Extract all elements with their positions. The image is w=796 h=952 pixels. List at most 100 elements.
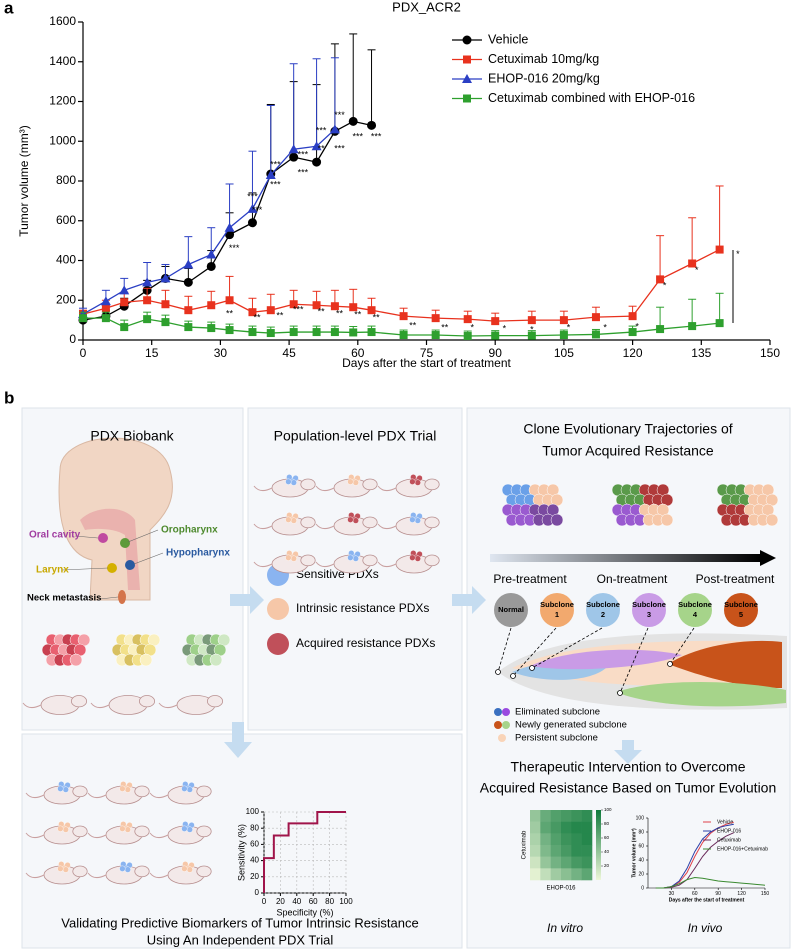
- mouse-head: [300, 478, 316, 491]
- clone-cell: [765, 513, 779, 527]
- mouse-head: [196, 825, 212, 838]
- data-point: [462, 74, 472, 83]
- error-bar: [330, 57, 339, 130]
- data-point: [329, 124, 340, 134]
- clone-circle: [540, 593, 574, 627]
- heatmap-cell: [540, 833, 551, 846]
- data-point: [399, 312, 408, 321]
- x-tick-label: 60: [309, 897, 318, 906]
- y-tick-label: 200: [56, 292, 76, 306]
- y-tick-label: 100: [636, 815, 645, 821]
- y-tick-label: 60: [638, 843, 644, 849]
- mouse-tail: [87, 792, 107, 799]
- legend-label: Cetuximab combined with EHOP-016: [488, 91, 695, 105]
- mouse-head: [134, 865, 150, 878]
- legend-label: Persistent subclone: [515, 733, 598, 744]
- x-tick-label: 0: [262, 897, 267, 906]
- mouse-head: [134, 825, 150, 838]
- error-bar: [266, 104, 275, 176]
- heatmap-cell: [530, 868, 541, 881]
- heatmap-cell: [561, 856, 572, 869]
- data-point: [628, 328, 637, 337]
- data-point: [311, 141, 322, 151]
- series-line: [655, 876, 766, 889]
- heatmap-cell: [550, 868, 562, 881]
- data-point: [143, 296, 152, 305]
- data-point: [266, 306, 275, 315]
- chart-title: PDX_ACR2: [392, 0, 461, 14]
- data-point: [591, 330, 600, 339]
- data-point: [120, 298, 129, 307]
- clone-label: Normal: [498, 605, 524, 614]
- mouse-tail: [253, 561, 273, 568]
- data-point: [265, 170, 276, 180]
- series-line: [82, 248, 720, 322]
- mouse-tumor: [347, 516, 354, 523]
- error-bar: [349, 33, 358, 122]
- mouse-tail: [315, 523, 335, 530]
- y-axis-label: Tumor volume (mm³): [17, 125, 31, 237]
- anatomy-label: Oral cavity: [29, 530, 81, 541]
- clone-label: 2: [601, 610, 605, 619]
- clone-label: 4: [693, 610, 698, 619]
- data-point: [312, 157, 322, 167]
- heatmap-cell: [581, 833, 593, 846]
- data-point: [225, 230, 235, 240]
- data-point: [367, 328, 376, 337]
- clone-label: 3: [647, 610, 651, 619]
- mouse: [315, 474, 378, 498]
- legend-label: EHOP-016 20mg/kg: [488, 71, 600, 85]
- mouse: [149, 861, 212, 885]
- tissue-cell: [209, 653, 223, 667]
- significance-label: ***: [247, 191, 258, 201]
- mouse-tumor: [285, 554, 292, 561]
- heatmap-cell: [550, 810, 562, 822]
- mouse-tail: [149, 792, 169, 799]
- heatmap-cell: [571, 856, 582, 869]
- mouse-tumor: [124, 826, 131, 833]
- heatmap-cell: [571, 868, 582, 881]
- x-tick-label: 150: [760, 346, 780, 360]
- data-point: [183, 259, 194, 269]
- clone-label: Subclone: [586, 600, 620, 609]
- y-tick-label: 800: [56, 173, 76, 187]
- fish-plot: [495, 627, 787, 710]
- mouse-head: [196, 865, 212, 878]
- mouse-tail: [315, 485, 335, 492]
- data-point: [248, 308, 257, 317]
- data-point: [207, 324, 216, 333]
- error-bar: [289, 63, 298, 150]
- heatmap-cell: [530, 845, 541, 857]
- heatmap-cell: [561, 845, 572, 857]
- mouse: [87, 821, 150, 845]
- x-axis-label: Specificity (%): [276, 907, 333, 917]
- legend-label: EHOP-016+Cetuximab: [717, 846, 768, 852]
- panel-label: b: [4, 388, 14, 407]
- mouse-head: [362, 516, 378, 529]
- data-point: [330, 328, 339, 337]
- mouse: [158, 695, 223, 715]
- x-tick-label: 80: [325, 897, 334, 906]
- significance-label: **: [254, 313, 262, 323]
- clone-circle: [724, 593, 758, 627]
- panel-label: a: [4, 0, 14, 17]
- mouse-head: [206, 695, 223, 708]
- heatmap-cell: [540, 868, 551, 881]
- colorbar-label: 40: [604, 849, 610, 854]
- error-bar: [225, 183, 234, 228]
- significance-label: *: [635, 321, 639, 331]
- mouse-tumor: [57, 865, 64, 872]
- mouse-tail: [377, 523, 397, 530]
- data-point: [527, 331, 536, 340]
- x-tick-label: 30: [669, 891, 675, 897]
- error-bar: [248, 150, 257, 209]
- mouse: [377, 550, 440, 574]
- x-tick-label: 15: [145, 346, 159, 360]
- x-axis-label: EHOP-016: [546, 886, 576, 892]
- significance-label: *: [695, 265, 699, 275]
- data-point: [161, 318, 170, 327]
- significance-label: ***: [298, 167, 309, 177]
- mouse-head: [300, 554, 316, 567]
